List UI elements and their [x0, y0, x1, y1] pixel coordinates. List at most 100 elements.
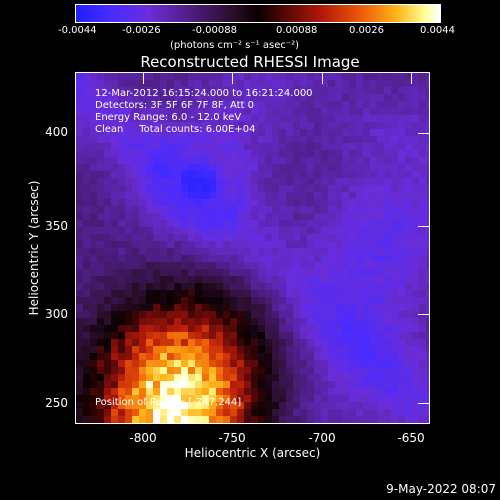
heatmap-cell: [370, 290, 378, 298]
colorbar-tick: 0.0026: [349, 25, 384, 36]
heatmap-cell: [300, 255, 308, 263]
heatmap-cell: [272, 297, 280, 305]
heatmap-cell: [104, 269, 112, 277]
x-tick-mark: [232, 72, 233, 84]
heatmap-cell: [153, 332, 161, 340]
heatmap-cell: [293, 311, 301, 319]
heatmap-cell: [293, 241, 301, 249]
heatmap-cell: [370, 94, 378, 102]
heatmap-cell: [419, 339, 427, 347]
heatmap-cell: [160, 360, 168, 368]
heatmap-cell: [412, 171, 420, 179]
heatmap-cell: [321, 80, 329, 88]
heatmap-cell: [405, 171, 413, 179]
heatmap-cell: [167, 311, 175, 319]
heatmap-cell: [118, 318, 126, 326]
heatmap-cell: [83, 304, 91, 312]
heatmap-cell: [160, 101, 168, 109]
heatmap-cell: [202, 402, 210, 410]
heatmap-cell: [90, 143, 98, 151]
heatmap-cell: [412, 80, 420, 88]
heatmap-cell: [265, 423, 273, 424]
heatmap-cell: [412, 283, 420, 291]
heatmap-cell: [223, 213, 231, 221]
y-tick-label: 350: [45, 219, 68, 233]
heatmap-cell: [398, 199, 406, 207]
heatmap-cell: [83, 73, 91, 81]
heatmap-cell: [111, 290, 119, 298]
heatmap-cell: [160, 185, 168, 193]
heatmap-cell: [398, 325, 406, 333]
heatmap-cell: [97, 129, 105, 137]
heatmap-cell: [90, 290, 98, 298]
heatmap-cell: [223, 388, 231, 396]
heatmap-cell: [244, 388, 252, 396]
heatmap-cell: [321, 87, 329, 95]
heatmap-cell: [146, 129, 154, 137]
heatmap-cell: [111, 360, 119, 368]
heatmap-cell: [216, 346, 224, 354]
heatmap-cell: [188, 297, 196, 305]
heatmap-cell: [419, 409, 427, 417]
heatmap-cell: [384, 73, 392, 81]
heatmap-cell: [328, 262, 336, 270]
heatmap-cell: [307, 248, 315, 256]
heatmap-cell: [244, 416, 252, 423]
heatmap-cell: [118, 367, 126, 375]
heatmap-cell: [328, 101, 336, 109]
heatmap-cell: [398, 150, 406, 158]
heatmap-cell: [104, 87, 112, 95]
heatmap-cell: [111, 409, 119, 417]
heatmap-cell: [370, 199, 378, 207]
heatmap-cell: [356, 129, 364, 137]
heatmap-cell: [293, 178, 301, 186]
heatmap-cell: [405, 87, 413, 95]
heatmap-cell: [97, 262, 105, 270]
heatmap-cell: [230, 255, 238, 263]
heatmap-cell: [356, 388, 364, 396]
heatmap-cell: [356, 353, 364, 361]
heatmap-cell: [370, 367, 378, 375]
heatmap-cell: [111, 73, 119, 81]
heatmap-cell: [363, 402, 371, 410]
heatmap-cell: [230, 143, 238, 151]
heatmap-cell: [356, 185, 364, 193]
heatmap-cell: [216, 220, 224, 228]
heatmap-cell: [202, 360, 210, 368]
heatmap-cell: [370, 311, 378, 319]
heatmap-cell: [342, 304, 350, 312]
heatmap-cell: [237, 206, 245, 214]
heatmap-cell: [272, 150, 280, 158]
heatmap-cell: [97, 227, 105, 235]
heatmap-cell: [356, 157, 364, 165]
heatmap-cell: [300, 276, 308, 284]
heatmap-cell: [146, 283, 154, 291]
heatmap-cell: [153, 199, 161, 207]
heatmap-cell: [90, 297, 98, 305]
heatmap-cell: [216, 255, 224, 263]
heatmap-cell: [419, 297, 427, 305]
heatmap-cell: [132, 108, 140, 116]
heatmap-cell: [363, 325, 371, 333]
heatmap-cell: [195, 304, 203, 312]
heatmap-cell: [132, 360, 140, 368]
heatmap-cell: [104, 276, 112, 284]
heatmap-cell: [146, 290, 154, 298]
heatmap-cell: [251, 199, 259, 207]
heatmap-cell: [286, 346, 294, 354]
heatmap-cell: [223, 80, 231, 88]
heatmap-cell: [132, 87, 140, 95]
heatmap-cell: [293, 80, 301, 88]
heatmap-cell: [307, 262, 315, 270]
heatmap-cell: [370, 325, 378, 333]
heatmap-cell: [216, 213, 224, 221]
heatmap-cell: [391, 220, 399, 228]
heatmap-cell: [83, 185, 91, 193]
heatmap-cell: [83, 234, 91, 242]
heatmap-cell: [244, 290, 252, 298]
heatmap-cell: [342, 241, 350, 249]
heatmap-cell: [286, 227, 294, 235]
heatmap-cell: [391, 332, 399, 340]
heatmap-cell: [83, 171, 91, 179]
heatmap-cell: [111, 332, 119, 340]
